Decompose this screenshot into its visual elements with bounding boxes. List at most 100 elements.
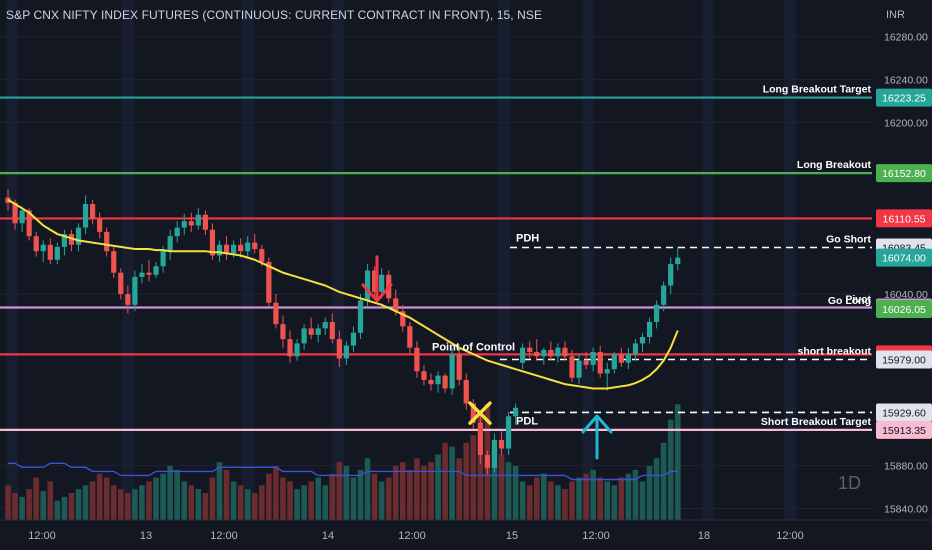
candle-body[interactable] [442, 375, 448, 389]
candle-body[interactable] [520, 347, 526, 363]
candle-body[interactable] [562, 347, 568, 357]
candle-body[interactable] [12, 202, 18, 224]
candle-body[interactable] [132, 276, 138, 305]
candle-body[interactable] [33, 236, 39, 252]
candle-body[interactable] [435, 375, 441, 385]
candle-body[interactable] [294, 343, 300, 357]
candle-body[interactable] [167, 236, 173, 252]
candle-body[interactable] [498, 439, 505, 449]
candle-body[interactable] [125, 294, 131, 305]
candle-body[interactable] [139, 272, 145, 277]
candle-body[interactable] [188, 221, 194, 226]
candle-body[interactable] [104, 231, 110, 252]
candle-body[interactable] [61, 234, 67, 247]
candle-body[interactable] [414, 347, 420, 372]
candle-body[interactable] [273, 302, 279, 325]
candle-body[interactable] [668, 264, 674, 286]
candle-body[interactable] [266, 261, 272, 303]
candle-body[interactable] [654, 304, 660, 322]
candle-body[interactable] [364, 270, 371, 301]
candle-body[interactable] [421, 371, 427, 380]
candle-body[interactable] [111, 251, 117, 273]
candle-body[interactable] [583, 360, 589, 365]
price-badge[interactable] [876, 403, 932, 422]
candle-body[interactable] [590, 351, 596, 365]
candlesticks[interactable] [5, 188, 681, 475]
candle-body[interactable] [231, 244, 237, 254]
price-badge[interactable] [876, 88, 932, 107]
candle-body[interactable] [68, 234, 75, 245]
candle-body[interactable] [639, 336, 646, 344]
candle-body[interactable] [301, 328, 307, 344]
candle-body[interactable] [160, 251, 166, 267]
candle-body[interactable] [379, 274, 385, 292]
candle-body[interactable] [597, 351, 603, 374]
candle-body[interactable] [19, 210, 25, 224]
candle-body[interactable] [491, 439, 498, 468]
candle-body[interactable] [505, 416, 512, 449]
candle-body[interactable] [216, 244, 223, 256]
candle-body[interactable] [47, 244, 53, 260]
price-badge[interactable] [876, 248, 932, 267]
candle-body[interactable] [223, 244, 230, 254]
candle-body[interactable] [456, 354, 462, 380]
candle-body[interactable] [463, 379, 469, 404]
candle-body[interactable] [555, 347, 561, 357]
candle-body[interactable] [400, 311, 406, 327]
candle-body[interactable] [618, 354, 624, 363]
candle-body[interactable] [252, 242, 258, 250]
candle-body[interactable] [259, 249, 265, 262]
candle-body[interactable] [350, 332, 357, 346]
candle-body[interactable] [280, 324, 286, 340]
candle-body[interactable] [195, 214, 201, 226]
candle-body[interactable] [604, 369, 610, 374]
candle-body[interactable] [315, 328, 321, 335]
price-badge[interactable] [876, 350, 932, 369]
candle-body[interactable] [407, 326, 413, 348]
candle-body[interactable] [357, 300, 364, 333]
time-axis[interactable]: 12:00 13 12:00 14 12:00 15 12:00 18 12:00 [0, 519, 932, 542]
candle-body[interactable] [322, 321, 328, 329]
candle-body[interactable] [646, 321, 653, 337]
candle-body[interactable] [393, 298, 399, 312]
candle-body[interactable] [336, 339, 342, 359]
candle-body[interactable] [146, 272, 152, 275]
candle-body[interactable] [118, 272, 124, 295]
candle-body[interactable] [343, 345, 349, 359]
candle-body[interactable] [484, 454, 490, 468]
candle-body[interactable] [153, 266, 159, 275]
candle-body[interactable] [611, 354, 617, 370]
candle-body[interactable] [541, 349, 547, 357]
candle-body[interactable] [82, 204, 89, 228]
candle-body[interactable] [569, 356, 575, 378]
candle-body[interactable] [534, 351, 540, 357]
price-badge[interactable] [876, 164, 932, 183]
candle-body[interactable] [245, 242, 251, 252]
price-axis[interactable]: 15840.00 15880.00 16040.00 16200.00 16240.00… [876, 0, 932, 520]
candle-body[interactable] [632, 343, 639, 355]
candle-body[interactable] [90, 204, 96, 220]
price-badge[interactable] [876, 300, 932, 319]
candle-body[interactable] [40, 244, 46, 252]
candle-body[interactable] [209, 229, 216, 256]
candle-body[interactable] [513, 407, 519, 417]
candle-body[interactable] [308, 328, 314, 335]
candle-body[interactable] [97, 219, 103, 232]
candle-body[interactable] [527, 347, 533, 352]
candle-body[interactable] [576, 360, 582, 378]
candle-body[interactable] [675, 257, 681, 265]
candle-body[interactable] [26, 210, 32, 237]
candle-body[interactable] [329, 321, 335, 340]
price-badge[interactable] [876, 209, 932, 228]
candle-body[interactable] [428, 379, 434, 385]
price-badge[interactable] [876, 420, 932, 439]
candle-body[interactable] [238, 244, 244, 252]
candle-body[interactable] [449, 354, 455, 389]
candle-body[interactable] [75, 227, 82, 245]
candle-body[interactable] [174, 227, 180, 237]
candle-body[interactable] [181, 221, 187, 228]
candle-body[interactable] [202, 214, 208, 230]
candle-body[interactable] [625, 354, 631, 363]
candle-body[interactable] [372, 270, 378, 292]
